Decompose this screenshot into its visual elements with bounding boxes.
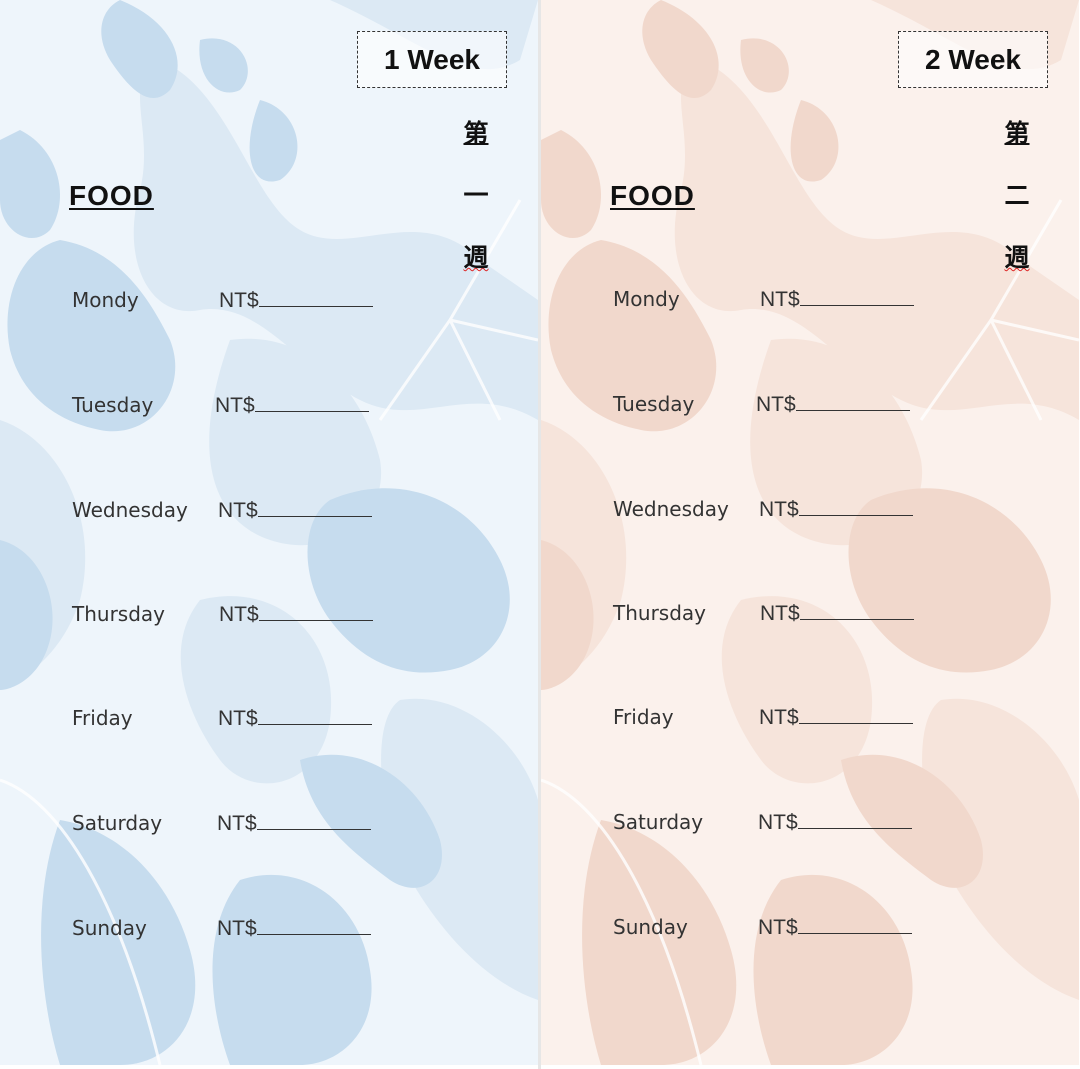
- leaf-background-pattern: [0, 0, 538, 1065]
- day-label: Sunday: [72, 916, 147, 940]
- amount-field[interactable]: NT$: [219, 602, 373, 627]
- amount-field[interactable]: NT$: [758, 915, 912, 940]
- currency-label: NT$: [756, 393, 796, 416]
- day-row-friday: Friday NT$: [72, 706, 392, 736]
- amount-field[interactable]: NT$: [218, 706, 372, 731]
- currency-label: NT$: [758, 811, 798, 834]
- day-label: Friday: [613, 705, 674, 729]
- week-2-page: 2 Week 第 二 週 FOOD Mondy NT$ Tuesday NT$ …: [541, 0, 1079, 1065]
- amount-blank-line: [799, 287, 914, 306]
- amount-field[interactable]: NT$: [217, 811, 371, 836]
- currency-label: NT$: [760, 288, 800, 311]
- currency-label: NT$: [759, 706, 799, 729]
- week-label-box: 1 Week: [357, 31, 507, 88]
- day-label: Thursday: [613, 601, 706, 625]
- amount-blank-line: [254, 393, 369, 412]
- day-row-sunday: Sunday NT$: [613, 915, 933, 945]
- day-row-sunday: Sunday NT$: [72, 916, 392, 946]
- amount-field[interactable]: NT$: [760, 287, 914, 312]
- amount-field[interactable]: NT$: [756, 392, 910, 417]
- day-row-saturday: Saturday NT$: [72, 811, 392, 841]
- week-label-box: 2 Week: [898, 31, 1048, 88]
- amount-blank-line: [797, 915, 912, 934]
- day-row-tuesday: Tuesday NT$: [72, 393, 392, 423]
- day-label: Thursday: [72, 602, 165, 626]
- vertical-char-3: 週: [1004, 243, 1030, 272]
- amount-blank-line: [257, 498, 372, 517]
- currency-label: NT$: [760, 602, 800, 625]
- amount-blank-line: [256, 916, 371, 935]
- vertical-char-2: 一: [463, 181, 489, 210]
- amount-blank-line: [258, 602, 373, 621]
- amount-blank-line: [797, 810, 912, 829]
- page-title: FOOD: [610, 180, 695, 211]
- page-divider: [538, 0, 541, 1069]
- currency-label: NT$: [218, 707, 258, 730]
- day-row-wednesday: Wednesday NT$: [72, 498, 392, 528]
- day-label: Wednesday: [613, 497, 729, 521]
- page-title: FOOD: [69, 180, 154, 211]
- amount-blank-line: [798, 705, 913, 724]
- amount-blank-line: [795, 392, 910, 411]
- day-row-thursday: Thursday NT$: [72, 602, 392, 632]
- day-label: Tuesday: [613, 392, 695, 416]
- day-label: Saturday: [613, 810, 704, 834]
- week-1-page: 1 Week 第 一 週 FOOD Mondy NT$ Tuesday NT$ …: [0, 0, 538, 1065]
- day-row-monday: Mondy NT$: [72, 288, 392, 318]
- amount-field[interactable]: NT$: [760, 601, 914, 626]
- currency-label: NT$: [219, 603, 259, 626]
- amount-field[interactable]: NT$: [218, 498, 372, 523]
- amount-field[interactable]: NT$: [758, 810, 912, 835]
- amount-field[interactable]: NT$: [217, 916, 371, 941]
- day-label: Tuesday: [72, 393, 154, 417]
- day-row-friday: Friday NT$: [613, 705, 933, 735]
- amount-field[interactable]: NT$: [759, 497, 913, 522]
- currency-label: NT$: [218, 499, 258, 522]
- vertical-char-1: 第: [463, 119, 489, 148]
- day-label: Mondy: [613, 287, 680, 311]
- currency-label: NT$: [758, 916, 798, 939]
- day-label: Sunday: [613, 915, 688, 939]
- currency-label: NT$: [217, 812, 257, 835]
- amount-blank-line: [258, 288, 373, 307]
- amount-blank-line: [256, 811, 371, 830]
- leaf-background-pattern: [541, 0, 1079, 1065]
- currency-label: NT$: [759, 498, 799, 521]
- vertical-char-1: 第: [1004, 119, 1030, 148]
- day-row-thursday: Thursday NT$: [613, 601, 933, 631]
- currency-label: NT$: [219, 289, 259, 312]
- vertical-char-3: 週: [463, 243, 489, 272]
- day-row-saturday: Saturday NT$: [613, 810, 933, 840]
- day-row-wednesday: Wednesday NT$: [613, 497, 933, 527]
- day-row-monday: Mondy NT$: [613, 287, 933, 317]
- day-label: Mondy: [72, 288, 139, 312]
- amount-blank-line: [257, 706, 372, 725]
- vertical-char-2: 二: [1004, 181, 1030, 210]
- day-label: Saturday: [72, 811, 163, 835]
- currency-label: NT$: [215, 394, 255, 417]
- amount-blank-line: [798, 497, 913, 516]
- day-row-tuesday: Tuesday NT$: [613, 392, 933, 422]
- currency-label: NT$: [217, 917, 257, 940]
- amount-field[interactable]: NT$: [219, 288, 373, 313]
- day-label: Wednesday: [72, 498, 188, 522]
- day-label: Friday: [72, 706, 133, 730]
- amount-blank-line: [799, 601, 914, 620]
- amount-field[interactable]: NT$: [759, 705, 913, 730]
- amount-field[interactable]: NT$: [215, 393, 369, 418]
